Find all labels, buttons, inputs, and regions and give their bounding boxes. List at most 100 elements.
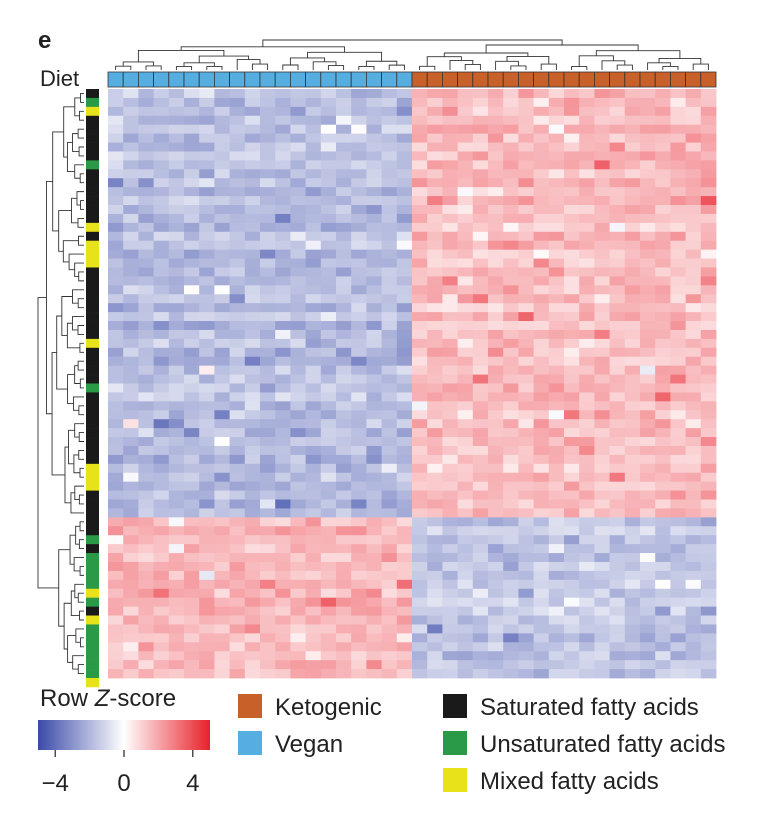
- heatmap-cell: [670, 615, 686, 625]
- heatmap-cell: [214, 178, 230, 188]
- heatmap-cell: [488, 401, 504, 411]
- heatmap-cell: [138, 222, 154, 233]
- heatmap-cell: [366, 401, 382, 411]
- heatmap-cell: [427, 499, 443, 509]
- heatmap-cell: [260, 454, 276, 465]
- heatmap-cell: [214, 276, 230, 286]
- heatmap-cell: [685, 615, 702, 625]
- heatmap-cell: [427, 169, 443, 179]
- heatmap-cell: [548, 347, 565, 358]
- heatmap-cell: [640, 169, 656, 179]
- heatmap-cell: [442, 329, 458, 340]
- heatmap-cell: [320, 660, 337, 670]
- heatmap-cell: [548, 651, 565, 661]
- heatmap-cell: [457, 258, 474, 268]
- heatmap-cell: [305, 151, 322, 161]
- heatmap-cell: [488, 187, 504, 197]
- heatmap-cell: [381, 508, 398, 518]
- heatmap-cell: [640, 588, 656, 599]
- heatmap-cell: [305, 285, 322, 295]
- heatmap-cell: [123, 401, 139, 411]
- heatmap-cell: [640, 490, 656, 500]
- heatmap-cell: [153, 374, 170, 384]
- heatmap-cell: [624, 642, 641, 652]
- heatmap-cell: [138, 249, 154, 259]
- dendrogram-link: [69, 534, 76, 565]
- heatmap-cell: [305, 258, 322, 268]
- heatmap-cell: [655, 508, 671, 518]
- heatmap-cell: [138, 97, 154, 108]
- heatmap-cell: [594, 660, 610, 670]
- heatmap-cell: [305, 329, 322, 340]
- heatmap-cell: [184, 419, 200, 429]
- heatmap-cell: [123, 526, 139, 536]
- heatmap-cell: [564, 142, 580, 152]
- heatmap-cell: [472, 633, 489, 643]
- heatmap-cell: [609, 517, 626, 527]
- heatmap-cell: [351, 463, 367, 474]
- heatmap-cell: [320, 526, 337, 536]
- heatmap-cell: [320, 588, 337, 599]
- heatmap-cell: [320, 624, 337, 634]
- heatmap-cell: [488, 231, 504, 242]
- heatmap-cell: [214, 312, 230, 322]
- heatmap-cell: [624, 410, 641, 420]
- heatmap-cell: [381, 454, 398, 465]
- heatmap-cell: [199, 285, 215, 295]
- heatmap-cell: [108, 517, 124, 527]
- heatmap-cell: [609, 249, 626, 259]
- heatmap-cell: [366, 579, 382, 590]
- heatmap-cell: [108, 669, 124, 679]
- heatmap-cell: [244, 445, 261, 456]
- dendrogram-link: [79, 110, 84, 121]
- heatmap-cell: [548, 669, 565, 679]
- heatmap-cell: [396, 410, 413, 420]
- heatmap-cell: [457, 544, 474, 554]
- heatmap-cell: [548, 231, 565, 242]
- heatmap-cell: [351, 231, 367, 242]
- heatmap-cell: [579, 205, 595, 215]
- heatmap-cell: [700, 196, 717, 206]
- heatmap-cell: [168, 651, 185, 661]
- heatmap-cell: [123, 160, 139, 170]
- heatmap-cell: [472, 89, 489, 99]
- fatty-acid-annotation-cell: [86, 294, 99, 304]
- heatmap-cell: [655, 615, 671, 625]
- heatmap-cell: [153, 115, 170, 126]
- heatmap-cell: [533, 553, 550, 563]
- heatmap-cell: [260, 187, 276, 197]
- heatmap-cell: [594, 642, 610, 652]
- heatmap-cell: [305, 383, 322, 393]
- heatmap-cell: [396, 231, 413, 242]
- heatmap-cell: [624, 437, 641, 447]
- heatmap-cell: [579, 249, 595, 259]
- heatmap-cell: [412, 115, 428, 126]
- heatmap-cell: [351, 544, 367, 554]
- heatmap-cell: [427, 329, 443, 340]
- heatmap-cell: [123, 205, 139, 215]
- heatmap-cell: [396, 106, 413, 117]
- heatmap-cell: [290, 365, 306, 375]
- heatmap-cell: [655, 374, 671, 384]
- heatmap-cell: [336, 383, 352, 393]
- heatmap-cell: [594, 276, 610, 286]
- heatmap-cell: [229, 303, 246, 313]
- heatmap-cell: [366, 374, 382, 384]
- heatmap-cell: [290, 169, 306, 179]
- heatmap-cell: [503, 642, 519, 652]
- heatmap-cell: [518, 356, 534, 367]
- heatmap-cell: [244, 454, 261, 465]
- heatmap-cell: [609, 115, 626, 126]
- heatmap-cell: [564, 544, 580, 554]
- heatmap-cell: [260, 544, 276, 554]
- heatmap-cell: [199, 561, 215, 572]
- heatmap-cell: [244, 365, 261, 375]
- heatmap-cell: [685, 401, 702, 411]
- heatmap-cell: [366, 633, 382, 643]
- heatmap-cell: [108, 294, 124, 304]
- heatmap-cell: [244, 535, 261, 545]
- heatmap-cell: [579, 535, 595, 545]
- heatmap-cell: [685, 472, 702, 483]
- heatmap-cell: [366, 588, 382, 599]
- heatmap-cell: [533, 588, 550, 599]
